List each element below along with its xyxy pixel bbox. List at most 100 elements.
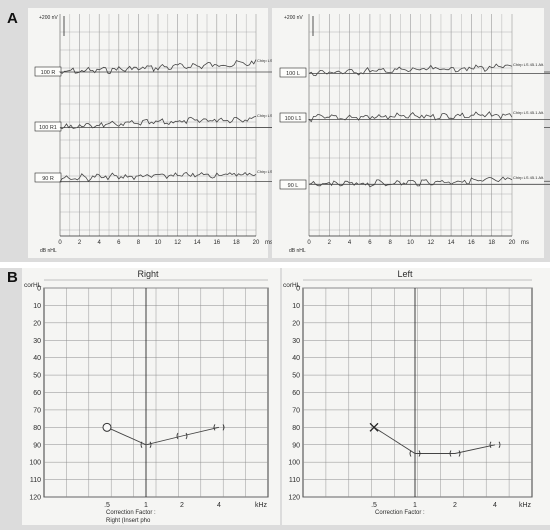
- audiogram-y-tick-label: 10: [292, 303, 300, 310]
- abr-series-label-box: [34, 172, 62, 183]
- audiogram-x-tick-label: 1: [144, 502, 148, 509]
- abr-x-prefix: dB nHL: [289, 248, 306, 254]
- panel-divider: [0, 262, 550, 268]
- audiogram-x-unit: kHz: [255, 502, 268, 509]
- audiogram-no-response-point: [409, 450, 421, 457]
- audiogram-x-tick-label: 4: [217, 502, 221, 509]
- audiogram-y-tick-label: 70: [33, 407, 41, 414]
- abr-x-tick-label: 8: [137, 240, 141, 246]
- audiogram-y-tick-label: 80: [33, 425, 41, 432]
- audiogram-y-tick-label: 0: [37, 286, 41, 293]
- audiogram-threshold-line: [106, 426, 220, 446]
- audiogram-paper: [282, 268, 550, 525]
- audiogram-y-label: corHL: [283, 282, 301, 289]
- audiogram-no-response-point: [140, 441, 152, 448]
- abr-series-label: 90 R: [42, 176, 54, 182]
- abr-trace-note: Chirp LS 45.1 Alt.: [513, 62, 544, 67]
- abr-trace-note: Chirp LS 45.1 Alt.: [513, 175, 544, 180]
- panel-a-letter: A: [7, 10, 18, 27]
- audiogram-x-tick-label: .5: [371, 502, 377, 509]
- abr-x-tick-label: 0: [307, 240, 311, 246]
- audiogram-y-tick-label: 0: [296, 286, 300, 293]
- abr-x-tick-label: 4: [98, 240, 102, 246]
- abr-x-unit: ms: [265, 240, 273, 246]
- abr-scale-label: +200 nV: [39, 15, 58, 21]
- audiogram-y-tick-label: 100: [29, 460, 41, 467]
- abr-x-tick-label: 2: [328, 240, 332, 246]
- audiogram-footer: Correction Factor :: [375, 510, 425, 516]
- abr-trace: [308, 63, 550, 77]
- audiogram-y-tick-label: 90: [292, 442, 300, 449]
- audiogram-y-tick-label: 50: [33, 373, 41, 380]
- audiogram-footer-2: Right (Insert pho: [106, 518, 151, 524]
- audiogram-x-tick-label: 2: [180, 502, 184, 509]
- audiogram-no-response-point: [176, 432, 188, 440]
- abr-trace-note: Chirp LS 45.1 Alt.: [513, 110, 544, 115]
- audiogram-paper: [22, 268, 280, 525]
- audiogram-y-tick-label: 20: [33, 320, 41, 327]
- audiogram-y-tick-label: 40: [292, 355, 300, 362]
- abr-x-tick-label: 16: [213, 240, 220, 246]
- abr-x-prefix: dB nHL: [40, 248, 57, 254]
- abr-series-label: 100 R: [41, 70, 56, 76]
- abr-x-tick-label: 6: [117, 240, 121, 246]
- audiogram-y-label: corHL: [24, 282, 42, 289]
- audiogram-y-tick-label: 30: [33, 338, 41, 345]
- abr-series-label: 100 L1: [285, 116, 302, 122]
- abr-series-label-box: [279, 112, 307, 123]
- abr-x-tick-label: 18: [233, 240, 240, 246]
- audiogram-no-response-point: [489, 441, 501, 448]
- abr-series-label: 100 L: [286, 71, 300, 77]
- audiogram-x-tick-label: 4: [493, 502, 497, 509]
- audiogram-y-tick-label: 120: [288, 495, 300, 502]
- abr-x-tick-label: 12: [174, 240, 181, 246]
- abr-series-label-box: [279, 67, 307, 78]
- abr-trace: [58, 59, 550, 74]
- audiogram-y-tick-label: 40: [33, 355, 41, 362]
- audiogram-y-tick-label: 110: [30, 477, 41, 484]
- abr-paper: [272, 8, 544, 258]
- abr-x-tick-label: 20: [253, 240, 260, 246]
- abr-left-panel: +200 nV 0 2 4 6 8 10 12 14 16 18 20 ms dB nHL 100 L Chi…: [272, 8, 550, 258]
- audiogram-y-tick-label: 110: [289, 477, 300, 484]
- abr-x-tick-label: 6: [368, 240, 372, 246]
- audiogram-no-response-point: [213, 424, 225, 431]
- audiogram-threshold-point: [369, 422, 379, 432]
- audiogram-x-tick-label: 1: [413, 502, 417, 509]
- audiogram-y-tick-label: 60: [33, 390, 41, 397]
- abr-x-tick-label: 10: [407, 240, 414, 246]
- audiogram-y-tick-label: 90: [33, 442, 41, 449]
- audiogram-title: Right: [137, 269, 159, 279]
- audiogram-y-tick-label: 30: [292, 338, 300, 345]
- abr-x-tick-label: 10: [155, 240, 162, 246]
- abr-x-tick-label: 14: [448, 240, 455, 246]
- audiogram-footer: Correction Factor :: [106, 510, 156, 516]
- audiogram-x-tick-label: .5: [104, 502, 110, 509]
- audiogram-y-tick-label: 10: [33, 303, 41, 310]
- abr-x-tick-label: 20: [509, 240, 516, 246]
- abr-series-label: 90 L: [288, 183, 299, 189]
- abr-series-label: 100 R1: [39, 125, 57, 131]
- audiogram-x-unit: kHz: [519, 502, 532, 509]
- audiogram-x-tick-label: 2: [453, 502, 457, 509]
- abr-x-tick-label: 0: [58, 240, 62, 246]
- abr-x-tick-label: 18: [488, 240, 495, 246]
- panel-b-letter: B: [7, 269, 18, 286]
- audiogram-y-tick-label: 120: [29, 495, 41, 502]
- abr-x-unit: ms: [521, 240, 529, 246]
- audiogram-y-tick-label: 80: [292, 425, 300, 432]
- abr-trace: [308, 176, 550, 188]
- abr-x-tick-label: 2: [78, 240, 82, 246]
- audiogram-title: Left: [397, 269, 413, 279]
- abr-paper: [28, 8, 268, 258]
- audiogram-y-tick-label: 60: [292, 390, 300, 397]
- audiogram-y-tick-label: 50: [292, 373, 300, 380]
- audiogram-threshold-line: [373, 426, 496, 454]
- abr-trace: [59, 172, 550, 183]
- audiogram-threshold-point: [102, 422, 112, 432]
- abr-x-tick-label: 4: [348, 240, 352, 246]
